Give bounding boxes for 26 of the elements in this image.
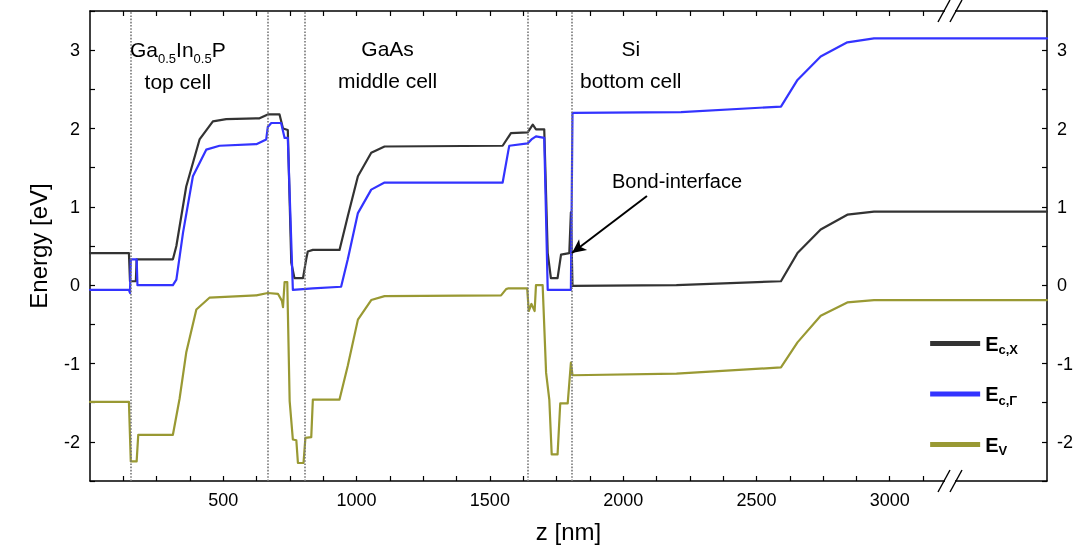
y2-tick-label: -2 (1057, 431, 1074, 452)
x-tick-label: 2500 (736, 490, 777, 510)
y2-tick-label: 2 (1057, 118, 1068, 139)
annotation: Bond-interface (611, 170, 742, 193)
x-tick-label: 500 (208, 490, 239, 510)
x-axis-title: z [nm] (535, 517, 602, 545)
annotation: GaAs middle cell (337, 37, 438, 92)
y-tick-label: 3 (69, 40, 80, 61)
line-series (88, 37, 1049, 295)
y-tick-label: -1 (63, 353, 80, 374)
x-tick-label: 3000 (869, 490, 910, 510)
line-series (88, 113, 1049, 288)
y-axis-title: Energy [eV] (24, 183, 52, 309)
line-series (88, 280, 1049, 465)
y2-tick-label: 0 (1057, 275, 1068, 296)
x-tick-label: 2000 (603, 490, 644, 510)
y2-tick-label: -1 (1057, 353, 1074, 374)
y-tick-label: 1 (69, 196, 80, 217)
y-tick-label: 0 (69, 275, 80, 296)
y-tick-label: 2 (69, 118, 80, 139)
y-tick-label: -2 (63, 431, 80, 452)
annotation: Si bottom cell (580, 37, 682, 92)
x-tick-label: 1500 (469, 490, 510, 510)
y2-tick-label: 3 (1057, 40, 1068, 61)
x-tick-label: 1000 (336, 490, 377, 510)
y2-tick-label: 1 (1057, 196, 1068, 217)
